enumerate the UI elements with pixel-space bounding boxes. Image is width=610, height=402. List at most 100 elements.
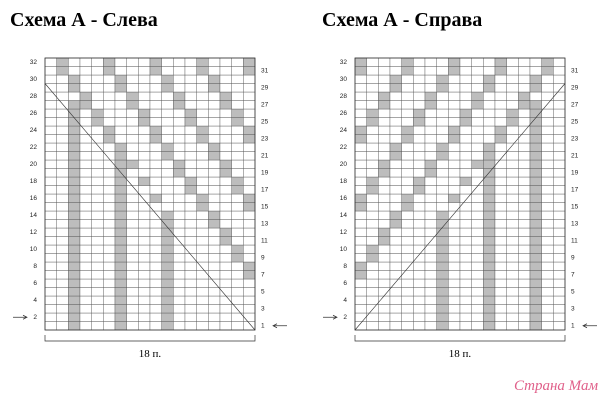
cell xyxy=(56,142,69,152)
cell xyxy=(459,210,472,220)
cell xyxy=(126,57,139,67)
cell xyxy=(161,295,174,305)
cell xyxy=(389,227,402,237)
cell xyxy=(91,176,104,186)
cell xyxy=(56,253,69,263)
cell xyxy=(506,100,519,110)
cell xyxy=(56,219,69,229)
cell xyxy=(389,159,402,169)
row-number: 15 xyxy=(571,203,579,210)
cell xyxy=(459,66,472,76)
cell xyxy=(103,83,116,93)
cell xyxy=(448,253,461,263)
cell xyxy=(389,168,402,178)
cell xyxy=(196,253,209,263)
cell xyxy=(44,261,57,271)
row-number: 19 xyxy=(261,169,269,176)
cell xyxy=(436,100,449,110)
cell xyxy=(448,287,461,297)
cell xyxy=(91,295,104,305)
cell xyxy=(436,219,449,229)
cell xyxy=(44,202,57,212)
cell xyxy=(518,312,531,322)
cell xyxy=(483,236,496,246)
cell xyxy=(401,176,414,186)
cell xyxy=(149,185,162,195)
cell xyxy=(173,278,186,288)
cell xyxy=(173,270,186,280)
cell xyxy=(173,304,186,314)
cell xyxy=(103,142,116,152)
cell xyxy=(91,287,104,297)
cell xyxy=(518,295,531,305)
cell xyxy=(541,83,554,93)
cell xyxy=(471,227,484,237)
cell xyxy=(126,151,139,161)
cell xyxy=(401,57,414,67)
cell xyxy=(149,57,162,67)
cell xyxy=(68,193,81,203)
cell xyxy=(79,142,92,152)
cell xyxy=(149,278,162,288)
cell xyxy=(518,261,531,271)
cell xyxy=(161,57,174,67)
cell xyxy=(243,151,256,161)
row-number: 20 xyxy=(340,161,348,168)
cell xyxy=(56,117,69,127)
cell xyxy=(448,100,461,110)
cell xyxy=(506,193,519,203)
cell xyxy=(219,108,232,118)
cell xyxy=(114,74,127,84)
cell xyxy=(68,134,81,144)
cell xyxy=(219,210,232,220)
cell xyxy=(91,270,104,280)
row-number: 26 xyxy=(30,110,38,117)
cell xyxy=(149,295,162,305)
cell xyxy=(184,261,197,271)
cell xyxy=(208,227,221,237)
cell xyxy=(378,108,391,118)
cell xyxy=(354,134,367,144)
cell xyxy=(138,176,151,186)
cell xyxy=(208,185,221,195)
grid-border xyxy=(354,57,566,331)
cell xyxy=(161,66,174,76)
cell xyxy=(184,236,197,246)
cell xyxy=(471,193,484,203)
cell xyxy=(541,287,554,297)
cell xyxy=(149,270,162,280)
cell xyxy=(529,295,542,305)
cell xyxy=(553,159,566,169)
cell xyxy=(126,100,139,110)
cell xyxy=(518,219,531,229)
cell xyxy=(541,142,554,152)
cell xyxy=(114,219,127,229)
cell xyxy=(219,321,232,331)
cell xyxy=(436,83,449,93)
cell xyxy=(44,91,57,101)
cell xyxy=(506,304,519,314)
cell xyxy=(91,57,104,67)
row-number: 27 xyxy=(571,101,579,108)
cell xyxy=(494,108,507,118)
cell xyxy=(56,312,69,322)
cell xyxy=(483,159,496,169)
cell xyxy=(448,312,461,322)
cell xyxy=(231,219,244,229)
cell xyxy=(184,91,197,101)
cell xyxy=(424,159,437,169)
cell xyxy=(114,176,127,186)
cell xyxy=(483,108,496,118)
row-number: 6 xyxy=(33,280,37,287)
cell xyxy=(389,176,402,186)
cell xyxy=(424,270,437,280)
cell xyxy=(401,210,414,220)
cell xyxy=(448,57,461,67)
cell xyxy=(448,236,461,246)
width-bracket xyxy=(44,335,256,342)
cell xyxy=(378,83,391,93)
cell xyxy=(126,295,139,305)
cell xyxy=(413,210,426,220)
cell xyxy=(506,219,519,229)
cell xyxy=(553,100,566,110)
